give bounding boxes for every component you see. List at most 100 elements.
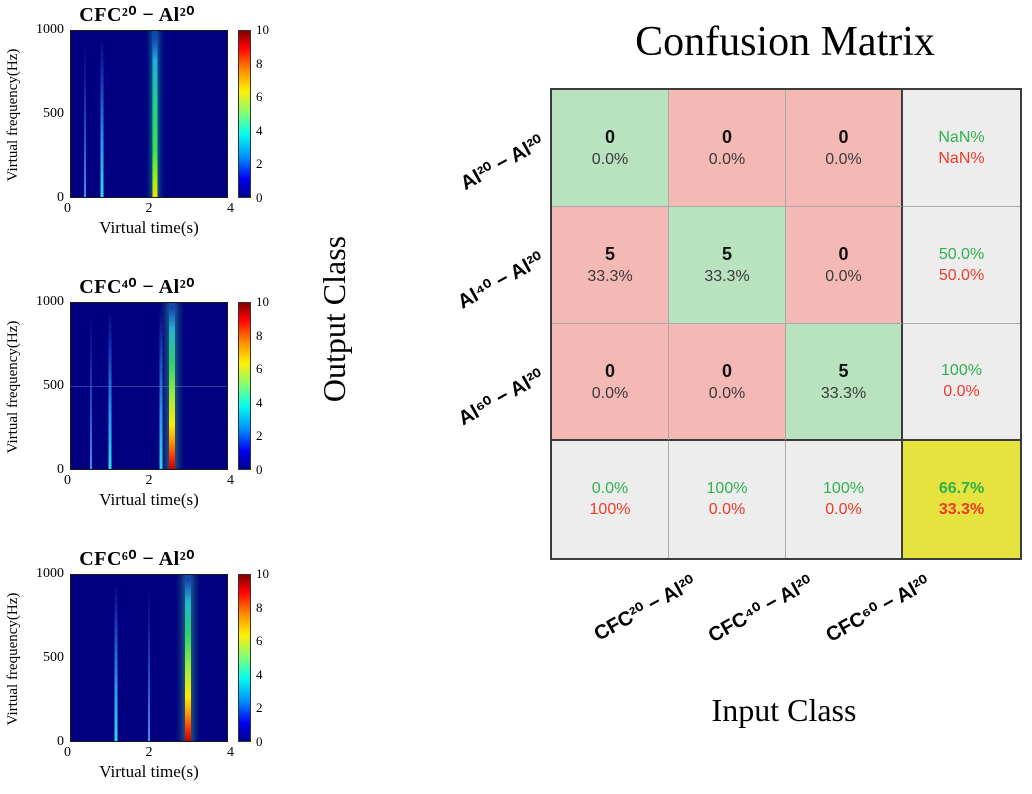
spectrogram-plot (70, 302, 228, 470)
col-summary-2: 100% 0.0% (786, 441, 903, 558)
summary-positive: 100% (941, 362, 982, 379)
matrix-cell-r2-c0: 0 0.0% (552, 324, 669, 441)
y-tick: 0 (57, 734, 64, 749)
matrix-cell-r0-c0: 0 0.0% (552, 90, 669, 207)
spectrogram-title: CFC⁶⁰ − Al²⁰ (79, 548, 195, 570)
colorbar (238, 302, 251, 470)
colorbar-tick: 0 (256, 189, 263, 205)
cell-count: 5 (838, 360, 849, 381)
x-tick: 0 (64, 201, 71, 216)
y-tick: 1000 (36, 22, 64, 37)
colorbar-ticks: 10 8 6 4 2 0 (256, 566, 269, 750)
row-label-al40: Al⁴⁰ − Al²⁰ (454, 248, 548, 314)
spectral-line (159, 303, 163, 469)
row-label-al20: Al²⁰ − Al²⁰ (456, 131, 548, 195)
spectral-line (169, 303, 176, 469)
matrix-cell-r2-c2: 5 33.3% (786, 324, 903, 441)
cell-percent: 0.0% (708, 384, 746, 402)
spectral-line (152, 31, 158, 197)
cell-count: 0 (838, 127, 849, 147)
matrix-cell-r2-c1: 0 0.0% (669, 324, 786, 441)
y-axis-ticks: 1000 500 0 (20, 566, 64, 750)
x-tick: 2 (145, 745, 153, 760)
row-label-al60: Al⁶⁰ − Al²⁰ (454, 365, 548, 431)
confusion-matrix-title: Confusion Matrix (635, 19, 935, 65)
x-tick: 0 (64, 473, 71, 488)
x-axis-ticks: 0 2 4 (64, 473, 234, 489)
colorbar-tick: 6 (256, 89, 263, 105)
y-tick: 0 (57, 190, 64, 205)
y-tick: 500 (43, 650, 64, 665)
cell-count: 0 (721, 360, 732, 381)
cell-count: 0 (604, 127, 615, 147)
colorbar-tick: 2 (256, 428, 263, 444)
x-tick: 4 (227, 201, 234, 216)
col-label-cfc40: CFC⁴⁰ − Al²⁰ (704, 571, 817, 648)
spectrogram-panel-cfc20: CFC²⁰ − Al²⁰ Virtual frequency(Hz) 1000 … (0, 0, 272, 250)
colorbar (238, 574, 251, 742)
colorbar-tick: 2 (256, 700, 263, 716)
x-tick: 2 (145, 473, 153, 488)
y-tick: 1000 (36, 294, 64, 309)
y-tick: 0 (57, 462, 64, 477)
x-tick: 4 (227, 745, 234, 760)
summary-negative: 50.0% (938, 266, 985, 284)
cell-percent: 0.0% (591, 384, 629, 402)
spectrogram-panel-cfc40: CFC⁴⁰ − Al²⁰ Virtual frequency(Hz) 1000 … (0, 272, 272, 522)
y-tick: 500 (43, 378, 64, 393)
cell-percent: 33.3% (587, 268, 633, 285)
cell-percent: 0.0% (591, 151, 629, 168)
gridline (71, 386, 227, 387)
summary-positive: 0.0% (591, 480, 629, 497)
colorbar-tick: 6 (256, 633, 263, 649)
y-axis-ticks: 1000 500 0 (20, 22, 64, 206)
spectral-line (100, 31, 104, 197)
colorbar-ticks: 10 8 6 4 2 0 (256, 22, 269, 206)
y-tick: 500 (43, 106, 64, 121)
spectral-line (89, 303, 92, 469)
x-tick: 0 (64, 745, 71, 760)
colorbar-tick: 10 (256, 22, 269, 37)
x-axis-ticks: 0 2 4 (64, 201, 234, 217)
cell-percent: 33.3% (820, 384, 867, 402)
spectral-line (108, 303, 112, 469)
x-axis-label: Virtual time(s) (99, 490, 199, 509)
summary-negative: 0.0% (825, 501, 862, 518)
confusion-matrix-grid: 0 0.0% 0 0.0% 0 0.0% NaN% NaN% 5 33.3% 5… (550, 88, 1022, 560)
cell-count: 0 (604, 360, 615, 381)
spectral-line (185, 575, 191, 741)
spectrogram-panel-cfc60: CFC⁶⁰ − Al²⁰ Virtual frequency(Hz) 1000 … (0, 544, 272, 794)
colorbar-tick: 8 (256, 327, 263, 343)
x-tick: 4 (227, 473, 234, 488)
matrix-cell-r0-c2: 0 0.0% (786, 90, 903, 207)
colorbar-tick: 0 (256, 733, 263, 749)
colorbar-tick: 2 (256, 156, 263, 172)
y-axis-ticks: 1000 500 0 (20, 294, 64, 478)
matrix-cell-r1-c0: 5 33.3% (552, 207, 669, 324)
spectral-line (114, 575, 118, 741)
col-label-cfc60: CFC⁶⁰ − Al²⁰ (822, 571, 934, 647)
summary-positive: 100% (706, 480, 748, 497)
row-summary-0: NaN% NaN% (903, 90, 1020, 207)
y-tick: 1000 (36, 566, 64, 581)
cell-count: 5 (604, 244, 615, 264)
cell-count: 0 (838, 244, 849, 264)
cell-percent: 33.3% (704, 268, 750, 285)
x-axis-label: Virtual time(s) (99, 218, 199, 237)
summary-negative: 0.0% (708, 501, 746, 518)
colorbar-tick: 10 (256, 294, 269, 309)
overall-accuracy: 66.7% (938, 480, 985, 497)
colorbar-tick: 8 (256, 55, 263, 71)
row-summary-2: 100% 0.0% (903, 324, 1020, 441)
spectrogram-title: CFC²⁰ − Al²⁰ (79, 4, 195, 26)
colorbar-tick: 0 (256, 461, 263, 477)
colorbar-tick: 6 (256, 361, 263, 377)
colorbar-ticks: 10 8 6 4 2 0 (256, 294, 269, 478)
spectral-line (148, 575, 150, 741)
cell-percent: 0.0% (825, 151, 862, 168)
summary-positive: 100% (823, 480, 864, 497)
spectrogram-title: CFC⁴⁰ − Al²⁰ (79, 276, 195, 298)
colorbar-tick: 4 (256, 122, 263, 138)
overall-error: 33.3% (938, 501, 985, 518)
overall-accuracy-cell: 66.7% 33.3% (903, 441, 1020, 558)
